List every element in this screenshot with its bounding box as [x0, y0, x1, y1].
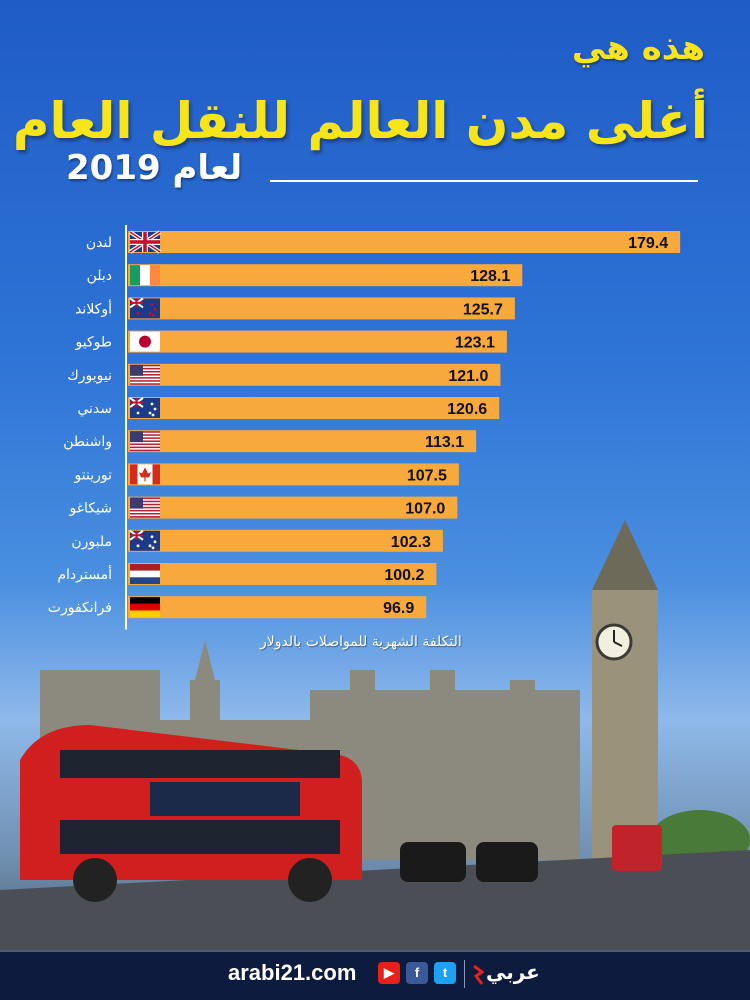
twitter-icon[interactable]: t — [434, 962, 456, 984]
bar — [128, 596, 427, 619]
new-zealand-flag-icon — [129, 297, 160, 319]
red-bus — [20, 725, 362, 902]
bar — [128, 330, 507, 353]
value-label: 102.3 — [391, 534, 431, 551]
ireland-flag-icon — [130, 265, 160, 286]
usa-flag-icon — [130, 431, 160, 452]
value-label: 120.6 — [447, 401, 487, 418]
value-label: 125.7 — [463, 301, 503, 318]
value-label: 100.2 — [384, 567, 424, 584]
value-label: 113.1 — [425, 434, 464, 451]
category-label: فرانكفورت — [48, 600, 112, 616]
category-label: شيكاغو — [68, 501, 112, 517]
value-label: 121.0 — [448, 368, 488, 385]
category-label: أوكلاند — [75, 299, 112, 317]
category-label: نيويورك — [67, 368, 112, 384]
value-label: 179.4 — [628, 235, 668, 252]
value-label: 128.1 — [470, 268, 510, 285]
germany-flag-icon — [130, 597, 160, 618]
title-intro: هذه هي — [571, 28, 705, 68]
title-underline — [270, 180, 698, 182]
category-label: ملبورن — [71, 534, 112, 550]
category-label: واشنطن — [63, 434, 112, 450]
australia-flag-icon — [129, 529, 160, 551]
brand-name: عربي — [486, 960, 540, 984]
value-label: 96.9 — [383, 600, 414, 617]
bar — [128, 297, 515, 320]
london-scene — [0, 520, 750, 950]
chart-caption: التكلفة الشهرية للمواصلات بالدولار — [260, 634, 462, 650]
youtube-icon[interactable]: ▶ — [378, 962, 400, 984]
bar — [128, 231, 681, 253]
category-label: طوكيو — [75, 335, 113, 351]
bar — [128, 563, 437, 585]
bar — [128, 363, 501, 386]
bar — [128, 264, 523, 287]
bar-chart: 179.4 لندن 128.1 دبلن 125.7 أوكلاند 123.1 طوكيو… — [48, 230, 681, 619]
bar — [128, 397, 500, 419]
brand-logo-icon — [473, 964, 484, 985]
category-label: أمستردام — [57, 565, 112, 583]
value-label: 107.5 — [407, 467, 447, 484]
footer-bar — [0, 952, 750, 1000]
category-label: لندن — [86, 235, 112, 251]
uk-flag-icon — [128, 230, 162, 254]
page-title: أغلى مدن العالم للنقل العام — [12, 92, 708, 150]
usa-flag-icon — [130, 364, 160, 385]
site-url[interactable]: arabi21.com — [228, 960, 357, 985]
bar — [128, 496, 458, 519]
category-label: دبلن — [87, 268, 112, 284]
bar — [128, 430, 477, 453]
category-label: سدني — [77, 401, 112, 417]
footer-divider — [464, 960, 465, 988]
facebook-icon[interactable]: f — [406, 962, 428, 984]
japan-flag-icon — [130, 331, 160, 352]
value-label: 107.0 — [405, 501, 445, 518]
value-label: 123.1 — [455, 335, 495, 352]
category-label: تورينتو — [74, 467, 113, 483]
netherlands-flag-icon — [130, 564, 160, 584]
canada-flag-icon — [130, 464, 160, 485]
bar — [128, 529, 443, 552]
bar — [128, 463, 459, 486]
usa-flag-icon — [130, 497, 160, 518]
title-year: لعام 2019 — [66, 148, 243, 188]
australia-flag-icon — [129, 397, 160, 418]
